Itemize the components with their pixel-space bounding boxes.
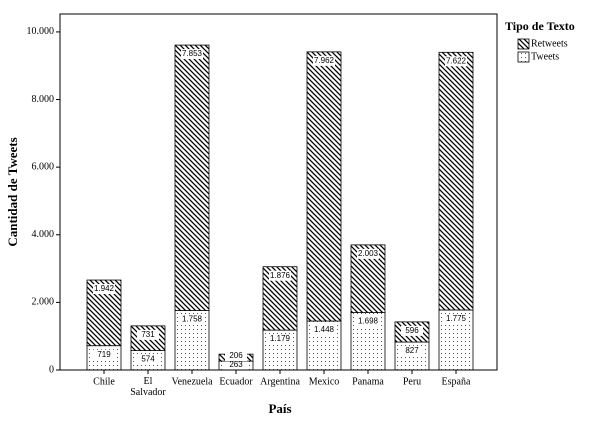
value-label-box	[445, 56, 467, 67]
value-label-box	[225, 360, 247, 370]
value-label: 1.698	[358, 317, 379, 326]
value-label: 731	[141, 330, 155, 339]
x-tick-label: Peru	[403, 376, 421, 387]
x-tick-label: Panama	[352, 376, 384, 387]
legend-swatch	[517, 38, 530, 50]
value-label: 1.179	[270, 334, 291, 343]
value-label-box	[401, 346, 423, 357]
bar-segment	[86, 279, 122, 347]
value-label-box	[313, 325, 335, 336]
value-label: 263	[229, 360, 243, 369]
x-tick-label: Ecuador	[219, 376, 253, 387]
x-tick-label: Venezuela	[171, 376, 213, 387]
value-label: 574	[141, 355, 155, 364]
legend-title: Tipo de Texto	[505, 19, 575, 33]
value-label-box	[445, 313, 467, 324]
legend-label: Tweets	[531, 51, 559, 62]
value-label: 7.622	[446, 56, 467, 65]
value-label: 7.853	[182, 49, 203, 58]
value-label-box	[93, 284, 115, 295]
value-label-box	[269, 334, 291, 345]
y-tick-label: 6.000	[32, 161, 55, 172]
value-label: 827	[405, 346, 419, 355]
y-tick-label: 10.000	[27, 26, 55, 37]
x-tick-label: Mexico	[309, 376, 340, 387]
value-label-box	[137, 354, 159, 365]
value-label: 1.876	[270, 271, 291, 280]
value-label-box	[181, 314, 203, 325]
legend-label: Retweets	[531, 38, 568, 49]
value-label-box	[93, 349, 115, 360]
bar-segment	[306, 51, 342, 322]
value-label-box	[137, 329, 159, 340]
value-label-box	[225, 351, 247, 362]
value-label-box	[401, 325, 423, 336]
value-label: 1.775	[446, 314, 467, 323]
x-tick-label: España	[442, 376, 471, 387]
value-label-box	[181, 49, 203, 60]
value-label-box	[269, 270, 291, 281]
value-label: 7.962	[314, 56, 335, 65]
x-tick-label: El Salvador	[130, 376, 166, 398]
value-label-box	[357, 248, 379, 259]
bar-segment	[174, 44, 210, 311]
x-tick-label: Argentina	[260, 376, 300, 387]
value-label: 1.942	[94, 284, 115, 293]
value-label: 1.758	[182, 315, 203, 324]
value-label: 1.448	[314, 325, 335, 334]
value-label: 596	[405, 326, 419, 335]
x-tick-label: Chile	[93, 376, 115, 387]
value-label-box	[357, 316, 379, 327]
value-label-box	[313, 55, 335, 66]
y-tick-label: 8.000	[32, 94, 55, 105]
value-label: 2.003	[358, 249, 379, 258]
legend-swatch	[517, 51, 530, 63]
y-axis-title: Cantidad de Tweets	[5, 137, 20, 246]
value-label: 206	[229, 351, 243, 360]
x-axis-title: País	[268, 401, 291, 416]
value-label: 719	[97, 350, 111, 359]
bar-segment	[438, 51, 474, 311]
y-tick-label: 2.000	[32, 297, 55, 308]
y-tick-label: 4.000	[32, 229, 55, 240]
y-tick-label: 0	[49, 364, 54, 375]
